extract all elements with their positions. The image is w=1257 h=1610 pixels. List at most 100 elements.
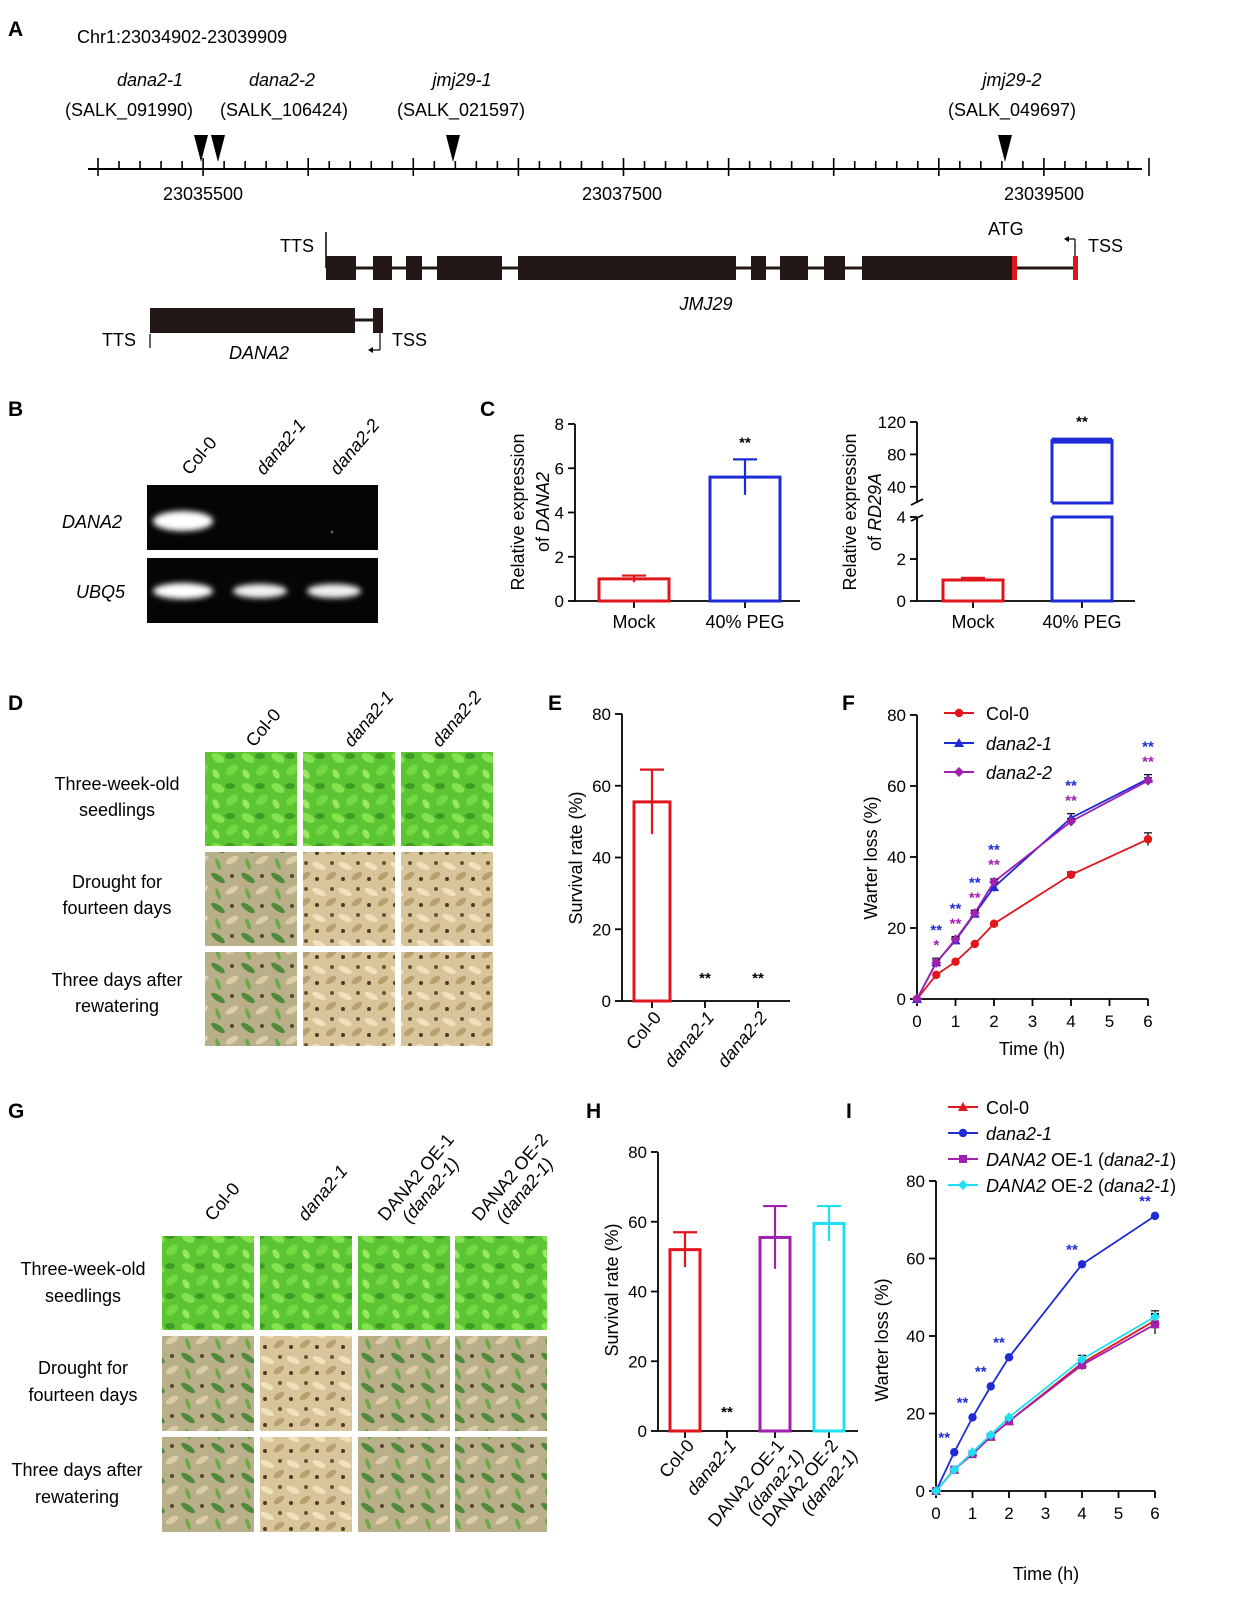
d-col-dana2-2: dana2-2	[428, 687, 486, 750]
photo-g-seedling-oe1	[358, 1236, 450, 1330]
gel-band-ubq5-dana2-1	[233, 584, 287, 598]
x-tick-label: 0	[931, 1504, 940, 1523]
significance-star: **	[699, 970, 711, 987]
bar	[668, 1248, 702, 1433]
significance-star: **	[739, 434, 751, 451]
y-tick-label: 20	[906, 1405, 925, 1424]
jmj29-gene-model	[325, 232, 1078, 280]
c-left-ylabel-line2: of DANA2	[533, 472, 553, 552]
y-tick-label: 60	[592, 777, 611, 796]
locus-label: Chr1:23034902-23039909	[77, 27, 287, 47]
panel-h: H Survival rate (%) 020406080**Col-0dana…	[586, 1100, 862, 1531]
coordinate-ticks	[97, 158, 1150, 176]
data-point	[954, 738, 964, 747]
photo-d-seedling-col0	[205, 752, 297, 846]
significance-star: **	[752, 970, 764, 987]
legend-label: dana2-2	[986, 763, 1052, 783]
jmj29-name: JMJ29	[678, 294, 732, 314]
c-left-ylabel-line1: Relative expression	[508, 433, 528, 590]
photo-g-drought-oe1	[358, 1336, 450, 1431]
x-tick-label: 6	[1150, 1504, 1159, 1523]
series-line	[935, 1323, 1156, 1492]
dana2-gene-model	[149, 308, 383, 353]
chart-c-left: 0 2 4 6 8 ** Mock 40% PEG	[555, 415, 800, 632]
f-xlabel: Time (h)	[999, 1039, 1065, 1059]
y-tick-label: 80	[628, 1143, 647, 1162]
axis-break-mark	[910, 498, 924, 506]
panel-label-d: D	[8, 692, 23, 715]
data-point	[1151, 1320, 1159, 1329]
photo-g-rewater-col0	[162, 1437, 254, 1532]
panel-label-b: B	[8, 398, 23, 421]
y-tick-label: 2	[897, 550, 906, 569]
gel-band-ubq5-col0	[153, 583, 213, 599]
y-tick-label: 40	[628, 1283, 647, 1302]
panel-g: G Col-0 dana2-1 DANA2 OE-1 (dana2-1) DAN…	[8, 1100, 557, 1532]
x-tick-label: 2	[989, 1012, 998, 1031]
i-xlabel: Time (h)	[1013, 1564, 1079, 1584]
data-point	[954, 708, 964, 718]
bar	[708, 475, 782, 603]
insertion-label-dana2-2: dana2-2	[249, 70, 315, 90]
x-tick-label: 3	[1028, 1012, 1037, 1031]
y-tick-label: 6	[555, 459, 564, 478]
d-row1-line2: seedlings	[79, 800, 155, 820]
axis-break-mark	[910, 514, 924, 522]
dana2-tss: TSS	[392, 330, 427, 350]
y-tick-label: 80	[592, 705, 611, 724]
y-tick-label: 40	[592, 849, 611, 868]
y-tick-label: 20	[592, 920, 611, 939]
g-row1-line2: seedlings	[45, 1286, 121, 1306]
y-tick-label: 8	[555, 415, 564, 434]
d-col-dana2-1: dana2-1	[340, 687, 398, 750]
data-point	[1078, 1361, 1086, 1370]
data-point	[1150, 1311, 1160, 1322]
significance-star: **	[1139, 1193, 1151, 1210]
photo-d-rewater-dana2-1	[303, 952, 395, 1046]
data-point	[932, 970, 941, 980]
data-point	[1066, 816, 1076, 827]
x-tick-label: 5	[1105, 1012, 1114, 1031]
insertion-label-dana2-1: dana2-1	[117, 70, 183, 90]
data-point	[1066, 870, 1076, 879]
data-point	[950, 1448, 959, 1457]
x-tick-label: 3	[1041, 1504, 1050, 1523]
insertion-id-jmj29-1: (SALK_021597)	[397, 100, 525, 121]
x-tick-label: Mock	[612, 612, 656, 632]
data-point	[1150, 1211, 1160, 1221]
gel-speck	[330, 530, 334, 534]
series-line	[935, 1215, 1156, 1492]
bar	[941, 578, 1005, 603]
x-tick-label: 5	[1114, 1504, 1123, 1523]
d-photo-grid	[205, 752, 493, 1046]
g-row2-line2: fourteen days	[28, 1385, 137, 1405]
y-tick-label: 20	[887, 919, 906, 938]
gel-band-ubq5-dana2-2	[307, 584, 361, 598]
data-point	[968, 1413, 977, 1422]
panel-b: B Col-0 dana2-1 dana2-2 DANA2 UBQ5	[8, 398, 384, 623]
data-point	[958, 1128, 968, 1138]
x-tick-label: 40% PEG	[1042, 612, 1121, 632]
data-point	[986, 1382, 995, 1391]
y-tick-label: 20	[628, 1352, 647, 1371]
legend-label: dana2-1	[986, 1124, 1052, 1144]
g-col-dana2-1: dana2-1	[294, 1161, 352, 1224]
x-tick-label: Col-0	[622, 1008, 665, 1054]
y-tick-label: 0	[897, 592, 906, 611]
d-row3-line1: Three days after	[51, 970, 182, 990]
insertion-marker-dana2-2	[211, 135, 225, 162]
significance-star: **	[950, 901, 962, 918]
panel-label-g: G	[8, 1100, 24, 1123]
y-tick-label: 0	[602, 992, 611, 1011]
panel-d: D Col-0 dana2-1 dana2-2 Three-week-old s…	[8, 687, 493, 1046]
data-point	[931, 957, 942, 968]
panel-label-i: I	[846, 1100, 852, 1123]
panel-a: A Chr1:23034902-23039909 dana2-1 (SALK_0…	[8, 18, 1150, 363]
gel-gene-dana2: DANA2	[62, 512, 122, 532]
y-tick-label: 60	[906, 1250, 925, 1269]
insertion-marker-dana2-1	[194, 135, 208, 162]
significance-star: **	[993, 1334, 1005, 1351]
y-tick-label: 40	[906, 1327, 925, 1346]
